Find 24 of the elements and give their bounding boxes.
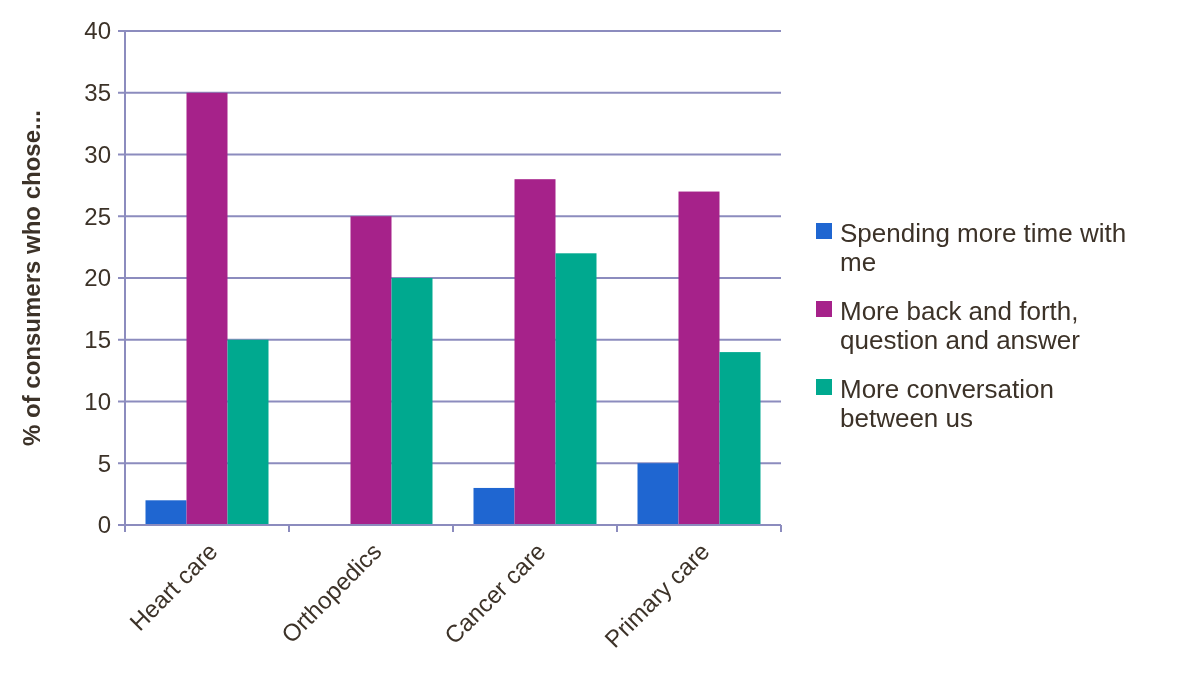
bar xyxy=(186,92,228,525)
y-tick-label: 10 xyxy=(84,387,111,415)
y-tick-label: 25 xyxy=(84,202,111,230)
y-tick-label: 40 xyxy=(84,17,111,45)
y-tick-label: 5 xyxy=(97,449,111,477)
bar xyxy=(637,463,679,525)
y-axis-title: % of consumers who chose... xyxy=(18,109,45,447)
legend-label: Spending more time with me xyxy=(840,218,1127,278)
legend-label: More conversation between us xyxy=(840,374,1054,434)
y-tick-label: 35 xyxy=(84,79,111,107)
bar xyxy=(678,191,720,525)
y-tick-label: 0 xyxy=(97,511,111,539)
bar xyxy=(227,339,269,525)
bar xyxy=(555,253,597,525)
legend-label: More back and forth, question and answer xyxy=(840,296,1081,356)
y-tick-label: 20 xyxy=(84,264,111,292)
bar xyxy=(391,278,433,525)
y-tick-label: 30 xyxy=(84,140,111,168)
bar xyxy=(514,179,556,525)
bar xyxy=(719,352,761,525)
bar xyxy=(350,216,392,525)
bar xyxy=(473,487,515,525)
bar xyxy=(145,500,187,525)
y-tick-label: 15 xyxy=(84,326,111,354)
